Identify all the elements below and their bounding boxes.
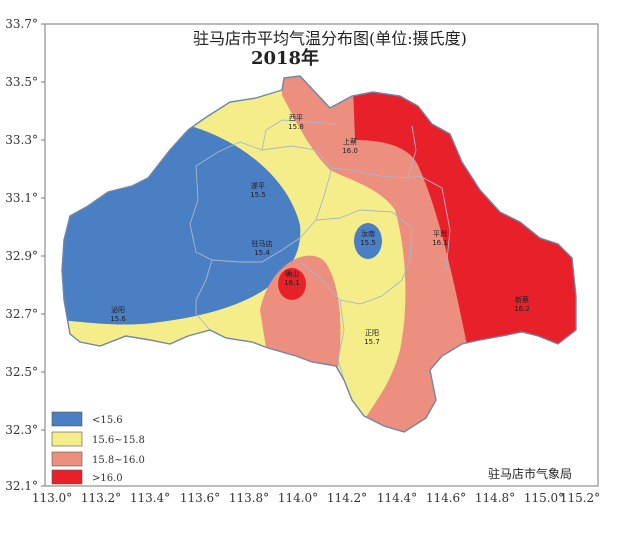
map-year: 2018年 [251,47,319,69]
station-name: 汝南 [361,229,375,238]
station-suiping: 遂平 15.5 [250,181,266,199]
legend-item: <15.6 [51,411,123,427]
station-biyang: 泌阳 15.6 [110,305,126,323]
station-pingyu: 平舆 16.1 [432,229,448,247]
lat-tick-label: 32.9° [5,249,38,263]
tick-marks [41,23,45,487]
lat-tick-label: 33.7° [5,17,38,31]
legend-swatch [51,469,83,485]
lat-tick-label: 32.5° [5,365,38,379]
station-value: 15.6 [110,315,126,323]
station-name: 正阳 [365,328,379,337]
lon-axis: 113.0° 113.2° 113.4° 113.6° 113.8° 114.0… [32,491,600,505]
station-name: 泌阳 [111,305,125,314]
legend-label: 15.8~16.0 [92,455,145,466]
station-name: 新蔡 [515,295,529,304]
station-value: 16.2 [514,305,530,313]
legend-item: >16.0 [51,469,123,485]
legend-swatch [51,411,83,427]
zone-red-central-spot [278,268,306,300]
station-zhumadian: 驻马店 15.4 [252,239,273,257]
county-boundaries [189,119,451,381]
legend-item: 15.6~15.8 [51,431,145,447]
lat-tick-label: 32.7° [5,307,38,321]
temperature-zones [62,76,576,432]
station-shangcai: 上蔡 16.0 [342,137,358,155]
station-name: 平舆 [433,229,447,238]
station-runan: 汝南 15.5 [360,229,376,247]
lon-tick-label: 114.0° [278,491,318,505]
station-name: 上蔡 [343,137,357,146]
station-value: 16.0 [342,147,358,155]
lon-tick-label: 114.4° [377,491,417,505]
station-labels: 西平 15.8 上蔡 16.0 遂平 15.5 汝南 15.5 平舆 16.1 … [110,114,530,346]
lon-tick-label: 114.8° [475,491,515,505]
legend: <15.6 15.6~15.8 15.8~16.0 >16.0 [51,411,145,485]
map-title: 驻马店市平均气温分布图(单位:摄氏度) [193,29,467,48]
zone-blue-east-spot [354,223,382,259]
station-value: 15.5 [360,239,376,247]
lat-tick-label: 32.1° [5,479,38,493]
station-value: 15.7 [364,338,380,346]
station-name: 驻马店 [252,239,273,248]
lon-tick-label: 113.2° [81,491,121,505]
lon-tick-label: 113.4° [130,491,170,505]
station-value: 15.8 [288,123,304,131]
legend-item: 15.8~16.0 [51,451,145,467]
station-queshan: 确山 16.1 [284,269,300,287]
zone-salmon-east [280,76,470,432]
lat-tick-label: 32.3° [5,423,38,437]
lon-tick-label: 115.0° [524,491,564,505]
legend-swatch [51,451,83,467]
station-name: 西平 [289,114,303,122]
lon-tick-label: 114.6° [426,491,466,505]
legend-label: <15.6 [92,415,123,426]
station-name: 遂平 [251,181,265,190]
lon-tick-label: 115.2° [560,491,600,505]
station-xincai: 新蔡 16.2 [514,295,530,313]
station-xiping: 西平 15.8 [288,114,304,131]
lon-tick-label: 113.6° [180,491,220,505]
station-value: 16.1 [284,279,300,287]
station-zhengyang: 正阳 15.7 [364,328,380,346]
city-boundary [61,75,577,433]
legend-label: >16.0 [92,473,123,484]
agency-credit: 驻马店市气象局 [488,466,572,481]
station-value: 15.5 [250,191,266,199]
lat-axis: 33.7° 33.5° 33.3° 33.1° 32.9° 32.7° 32.5… [5,17,38,493]
legend-swatch [51,431,83,447]
lon-tick-label: 114.2° [327,491,367,505]
station-name: 确山 [285,269,299,278]
legend-label: 15.6~15.8 [92,435,145,446]
lon-tick-label: 113.0° [32,491,72,505]
lon-tick-label: 113.8° [229,491,269,505]
lat-tick-label: 33.3° [5,133,38,147]
lat-tick-label: 33.5° [5,75,38,89]
lat-tick-label: 33.1° [5,191,38,205]
station-value: 15.4 [254,249,270,257]
station-value: 16.1 [432,239,448,247]
